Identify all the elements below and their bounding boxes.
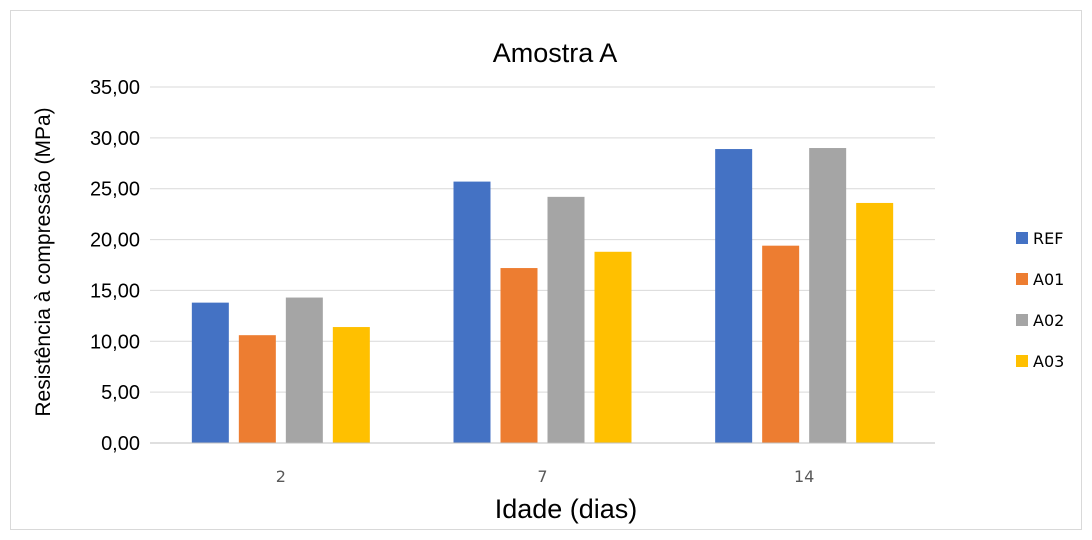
bar-a02-7 — [547, 196, 585, 443]
y-tick-label: 15,00 — [90, 280, 140, 302]
legend-swatch-a03 — [1016, 355, 1028, 367]
x-axis-ticks: 2 7 14 — [276, 467, 815, 486]
bar-a01-14 — [762, 245, 800, 443]
y-axis-label: Resistência à compressão (MPa) — [32, 107, 55, 416]
y-tick-label: 25,00 — [90, 179, 140, 201]
y-tick-label: 35,00 — [90, 77, 140, 99]
bar-a01-7 — [500, 268, 538, 443]
bar-a02-2 — [285, 297, 323, 443]
legend-label-a02: A02 — [1033, 311, 1064, 330]
bar-a02-14 — [809, 148, 847, 443]
x-tick-label: 2 — [276, 467, 286, 486]
gridlines — [150, 86, 935, 393]
legend-label-a01: A01 — [1033, 270, 1064, 289]
legend: REF A01 A02 A03 — [1016, 229, 1064, 371]
legend-swatch-a01 — [1016, 273, 1028, 285]
legend-label-ref: REF — [1033, 229, 1063, 248]
x-tick-label: 7 — [537, 467, 547, 486]
bar-a03-2 — [332, 327, 370, 443]
bar-a03-14 — [856, 202, 894, 443]
bar-ref-2 — [191, 302, 229, 443]
y-axis-ticks: 0,00 5,00 10,00 15,00 20,00 25,00 30,00 35,00 — [90, 77, 140, 455]
bar-ref-7 — [453, 181, 491, 443]
y-tick-label: 30,00 — [90, 128, 140, 150]
y-tick-label: 10,00 — [90, 331, 140, 353]
legend-label-a03: A03 — [1033, 352, 1064, 371]
bar-a01-2 — [238, 335, 276, 443]
y-tick-label: 5,00 — [101, 382, 140, 404]
y-tick-label: 0,00 — [101, 433, 140, 455]
legend-swatch-a02 — [1016, 314, 1028, 326]
x-tick-label: 14 — [794, 467, 814, 486]
bars — [191, 148, 894, 443]
x-axis-label: Idade (dias) — [495, 494, 638, 524]
chart-title: Amostra A — [493, 38, 618, 68]
legend-swatch-ref — [1016, 232, 1028, 244]
bar-ref-14 — [715, 149, 753, 443]
bar-a03-7 — [594, 251, 632, 443]
y-tick-label: 20,00 — [90, 230, 140, 252]
chart-frame — [10, 10, 1082, 530]
